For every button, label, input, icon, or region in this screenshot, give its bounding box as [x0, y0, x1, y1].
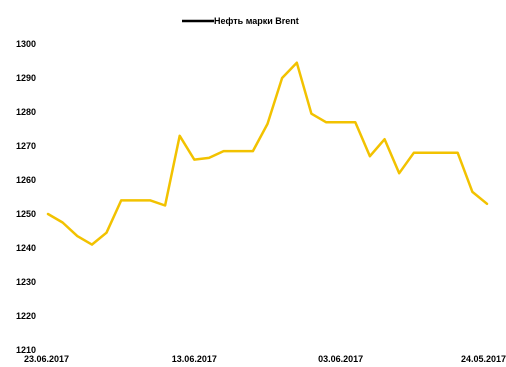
- y-tick-label: 1300: [16, 39, 36, 49]
- data-point: [237, 150, 240, 152]
- y-tick-label: 1210: [16, 345, 36, 355]
- data-point: [61, 221, 64, 224]
- x-tick-label: 13.06.2017: [172, 354, 217, 364]
- data-point: [354, 121, 357, 123]
- data-point: [486, 203, 488, 205]
- y-tick-label: 1230: [16, 277, 36, 287]
- x-tick-label: 03.06.2017: [318, 354, 363, 364]
- x-tick-label: 23.06.2017: [24, 354, 69, 364]
- data-point: [76, 235, 79, 237]
- x-tick-label: 24.05.2017: [461, 354, 506, 364]
- y-tick-label: 1290: [16, 73, 36, 83]
- data-point: [325, 121, 327, 123]
- data-point: [47, 213, 49, 215]
- data-point: [135, 199, 137, 202]
- y-tick-label: 1250: [16, 209, 36, 219]
- data-point: [266, 123, 269, 125]
- data-point: [295, 61, 298, 64]
- data-point: [164, 204, 166, 207]
- data-point: [120, 199, 122, 202]
- series-points: [47, 61, 488, 246]
- data-point: [383, 138, 386, 140]
- y-axis-ticks: 1210 1220 1230 1240 1250 1260 1270 1280 1290 1300: [16, 39, 36, 355]
- data-point: [193, 158, 196, 161]
- data-point: [281, 77, 283, 79]
- x-axis-ticks: 23.06.2017 13.06.2017 03.06.2017 24.05.2017: [24, 354, 506, 364]
- data-point: [398, 172, 401, 174]
- data-point: [91, 243, 93, 246]
- data-point: [456, 152, 459, 154]
- y-tick-label: 1260: [16, 175, 36, 185]
- y-tick-label: 1240: [16, 243, 36, 253]
- y-tick-label: 1270: [16, 141, 36, 151]
- data-point: [442, 152, 444, 154]
- data-point: [222, 150, 225, 152]
- data-point: [208, 157, 210, 159]
- data-point: [339, 121, 342, 123]
- data-point: [252, 150, 254, 152]
- data-point: [105, 231, 108, 234]
- data-point: [149, 199, 152, 202]
- y-tick-label: 1220: [16, 311, 36, 321]
- series-line-brent: [46, 61, 489, 246]
- data-point: [471, 191, 474, 193]
- y-tick-label: 1280: [16, 107, 36, 117]
- data-point: [413, 152, 415, 154]
- data-point: [427, 152, 430, 154]
- legend: Нефть марки Brent: [182, 16, 299, 26]
- data-point: [178, 135, 181, 137]
- legend-label: Нефть марки Brent: [214, 16, 299, 26]
- data-point: [310, 112, 313, 115]
- data-point: [369, 155, 371, 157]
